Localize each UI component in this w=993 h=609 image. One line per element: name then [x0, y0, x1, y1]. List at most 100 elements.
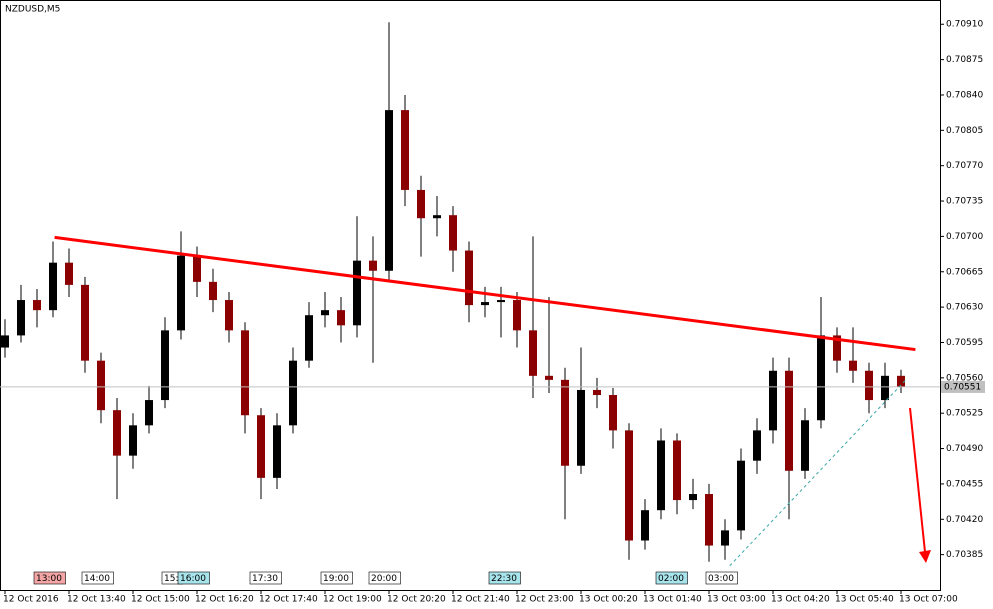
candle-body	[161, 330, 169, 401]
x-tick-label: 13 Oct 04:20	[771, 595, 830, 605]
session-tag	[705, 571, 738, 585]
candle-body	[49, 262, 57, 311]
candle-body	[673, 440, 681, 501]
session-tag	[368, 571, 401, 585]
candle-body	[497, 300, 505, 303]
chart-title: NZDUSD,M5	[5, 5, 60, 15]
session-tag	[249, 571, 282, 585]
candle-body	[481, 302, 489, 306]
y-tick-label: 0.70525	[946, 409, 983, 419]
x-tick-label: 12 Oct 17:40	[259, 595, 318, 605]
candle-body	[769, 370, 777, 431]
x-tick-label: 12 Oct 16:20	[195, 595, 254, 605]
candle-body	[609, 395, 617, 431]
y-tick-label: 0.70630	[946, 303, 983, 313]
candle-body	[353, 260, 361, 326]
session-label: 02:00	[658, 574, 684, 584]
trendline	[729, 379, 907, 567]
candle-body	[897, 375, 905, 387]
candle-body	[369, 260, 377, 271]
y-tick-label: 0.70840	[946, 90, 983, 100]
y-tick-label: 0.70770	[946, 161, 983, 171]
session-tag	[33, 571, 66, 585]
arrow-shaft	[909, 407, 926, 553]
price-label: 0.70551	[944, 382, 981, 392]
price-box	[941, 380, 985, 393]
session-label: 22:30	[491, 574, 517, 584]
trendline	[54, 235, 916, 352]
candle-body	[529, 330, 537, 376]
x-tick-label: 13 Oct 07:00	[899, 595, 958, 605]
candle-body	[721, 530, 729, 546]
x-tick-label: 12 Oct 19:00	[323, 595, 382, 605]
candle-body	[881, 375, 889, 401]
session-label: 14:00	[84, 574, 110, 584]
x-tick-label: 13 Oct 00:20	[579, 595, 638, 605]
session-tag	[488, 571, 521, 585]
candle-body	[193, 255, 201, 282]
candle-body	[33, 300, 41, 311]
candle-body	[865, 370, 873, 401]
session-tag	[320, 571, 353, 585]
candle-body	[801, 420, 809, 471]
candle-body	[657, 440, 665, 511]
candle-body	[17, 300, 25, 336]
candle-body	[577, 389, 585, 466]
session-tag	[655, 571, 688, 585]
y-tick-label: 0.70385	[946, 550, 983, 560]
y-tick-label: 0.70875	[946, 55, 983, 65]
x-tick-label: 12 Oct 2016	[3, 595, 59, 605]
candle-body	[289, 360, 297, 426]
candle-body	[593, 389, 601, 396]
candle-body	[449, 215, 457, 251]
y-tick-label: 0.70420	[946, 515, 983, 525]
candle-body	[641, 510, 649, 541]
candle-body	[433, 215, 441, 219]
candle-body	[177, 255, 185, 331]
session-label: 20:00	[371, 574, 397, 584]
candle-body	[705, 494, 713, 546]
session-label: 17:30	[252, 574, 278, 584]
candle-body	[129, 425, 137, 456]
candle-body	[737, 460, 745, 531]
y-tick-label: 0.70735	[946, 197, 983, 207]
x-tick-label: 13 Oct 05:40	[835, 595, 894, 605]
session-label: 13:00	[36, 574, 62, 584]
candle-body	[513, 300, 521, 331]
y-tick-label: 0.70700	[946, 232, 983, 242]
session-tag	[177, 571, 210, 585]
x-tick-label: 13 Oct 03:00	[707, 595, 766, 605]
candle-body	[417, 189, 425, 219]
candle-body	[561, 379, 569, 466]
x-tick-label: 12 Oct 20:20	[387, 595, 446, 605]
candle-body	[113, 410, 121, 456]
candle-body	[321, 310, 329, 316]
arrow-head	[919, 550, 931, 563]
candle-body	[753, 430, 761, 461]
y-tick-label: 0.70560	[946, 373, 983, 383]
candle-body	[1, 335, 9, 348]
x-tick-label: 12 Oct 21:40	[451, 595, 510, 605]
candle-body	[465, 250, 473, 306]
session-label: 15:	[164, 574, 178, 584]
y-tick-label: 0.70595	[946, 338, 983, 348]
y-tick-label: 0.70490	[946, 444, 983, 454]
candle-body	[273, 425, 281, 478]
x-tick-label: 12 Oct 23:00	[515, 595, 574, 605]
candle-body	[401, 110, 409, 190]
candle-body	[849, 360, 857, 371]
y-tick-label: 0.70665	[946, 267, 983, 277]
session-label: 16:00	[180, 574, 206, 584]
candle-body	[145, 400, 153, 426]
candle-body	[625, 430, 633, 541]
candle-body	[65, 262, 73, 285]
session-label: 19:00	[323, 574, 349, 584]
candle-body	[225, 300, 233, 331]
y-tick-label: 0.70805	[946, 126, 983, 136]
candle-body	[833, 335, 841, 361]
candle-body	[257, 415, 265, 478]
x-tick-label: 13 Oct 01:40	[643, 595, 702, 605]
y-tick-label: 0.70455	[946, 479, 983, 489]
